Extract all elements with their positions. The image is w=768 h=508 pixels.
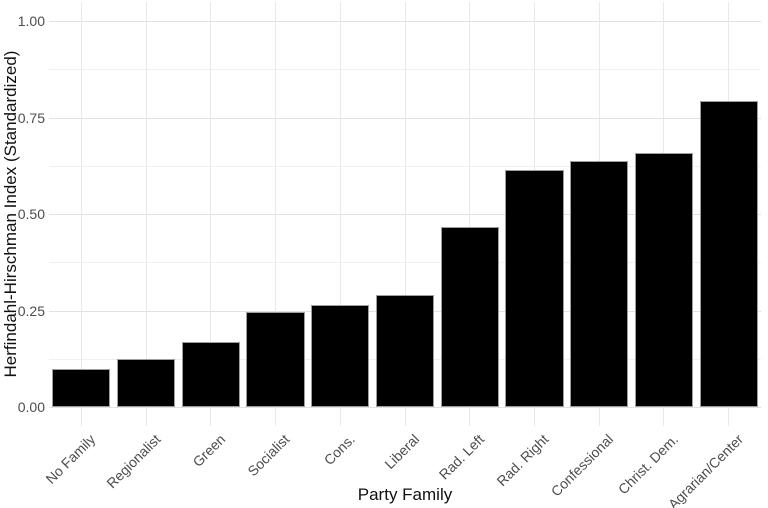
gridline-vertical (404, 2, 406, 426)
x-tick-label: Cons. (320, 431, 358, 469)
bar-regionalist (116, 359, 176, 407)
bar-agrarian-center (699, 100, 758, 407)
gridline-vertical (469, 2, 471, 426)
bar-socialist (246, 311, 305, 407)
bar-no-family (52, 369, 111, 407)
x-tick-label: Rad. Right (493, 431, 552, 490)
x-tick-label: No Family (42, 431, 99, 487)
y-tick-label: 1.00 (17, 13, 45, 29)
y-tick-label: 0.75 (17, 109, 45, 126)
bar-cons- (311, 305, 370, 407)
x-tick-label: Regionalist (103, 431, 164, 492)
x-tick-label: Green (189, 431, 229, 470)
bar-christ-dem- (634, 153, 694, 407)
x-tick-label: Confessional (547, 431, 617, 500)
gridline-vertical (339, 2, 341, 426)
gridline-vertical (80, 2, 82, 426)
x-tick-label: Liberal (381, 431, 423, 473)
y-tick-label: 0.25 (17, 302, 45, 319)
gridline-vertical (210, 2, 212, 426)
x-tick-label: Christ. Dem. (614, 431, 682, 498)
gridline-vertical (145, 2, 147, 426)
bar-rad-right (505, 169, 564, 407)
y-tick-label: 0.50 (17, 206, 45, 222)
x-tick-label: Socialist (244, 431, 293, 480)
bar-rad-left (440, 227, 499, 407)
gridline-vertical (275, 2, 277, 426)
y-tick-label: 0.00 (17, 399, 45, 415)
bar-confessional (570, 161, 629, 407)
x-axis-title: Party Family (357, 485, 453, 504)
x-tick-label: Rad. Left (435, 431, 488, 483)
bar-liberal (375, 295, 435, 407)
bar-green (181, 342, 240, 407)
